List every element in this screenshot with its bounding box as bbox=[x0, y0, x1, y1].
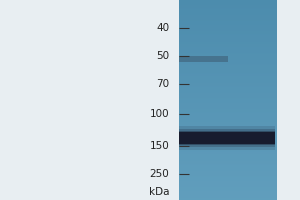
Text: 250: 250 bbox=[150, 169, 169, 179]
Text: 70: 70 bbox=[156, 79, 170, 89]
Text: 50: 50 bbox=[156, 51, 170, 61]
Text: kDa: kDa bbox=[149, 187, 169, 197]
Bar bbox=[178, 131, 274, 145]
Text: 40: 40 bbox=[156, 23, 170, 33]
Bar bbox=[178, 132, 274, 144]
Bar bbox=[178, 129, 274, 147]
Bar bbox=[178, 126, 274, 150]
Text: 100: 100 bbox=[150, 109, 170, 119]
Text: 150: 150 bbox=[150, 141, 169, 151]
Bar bbox=[178, 56, 228, 62]
